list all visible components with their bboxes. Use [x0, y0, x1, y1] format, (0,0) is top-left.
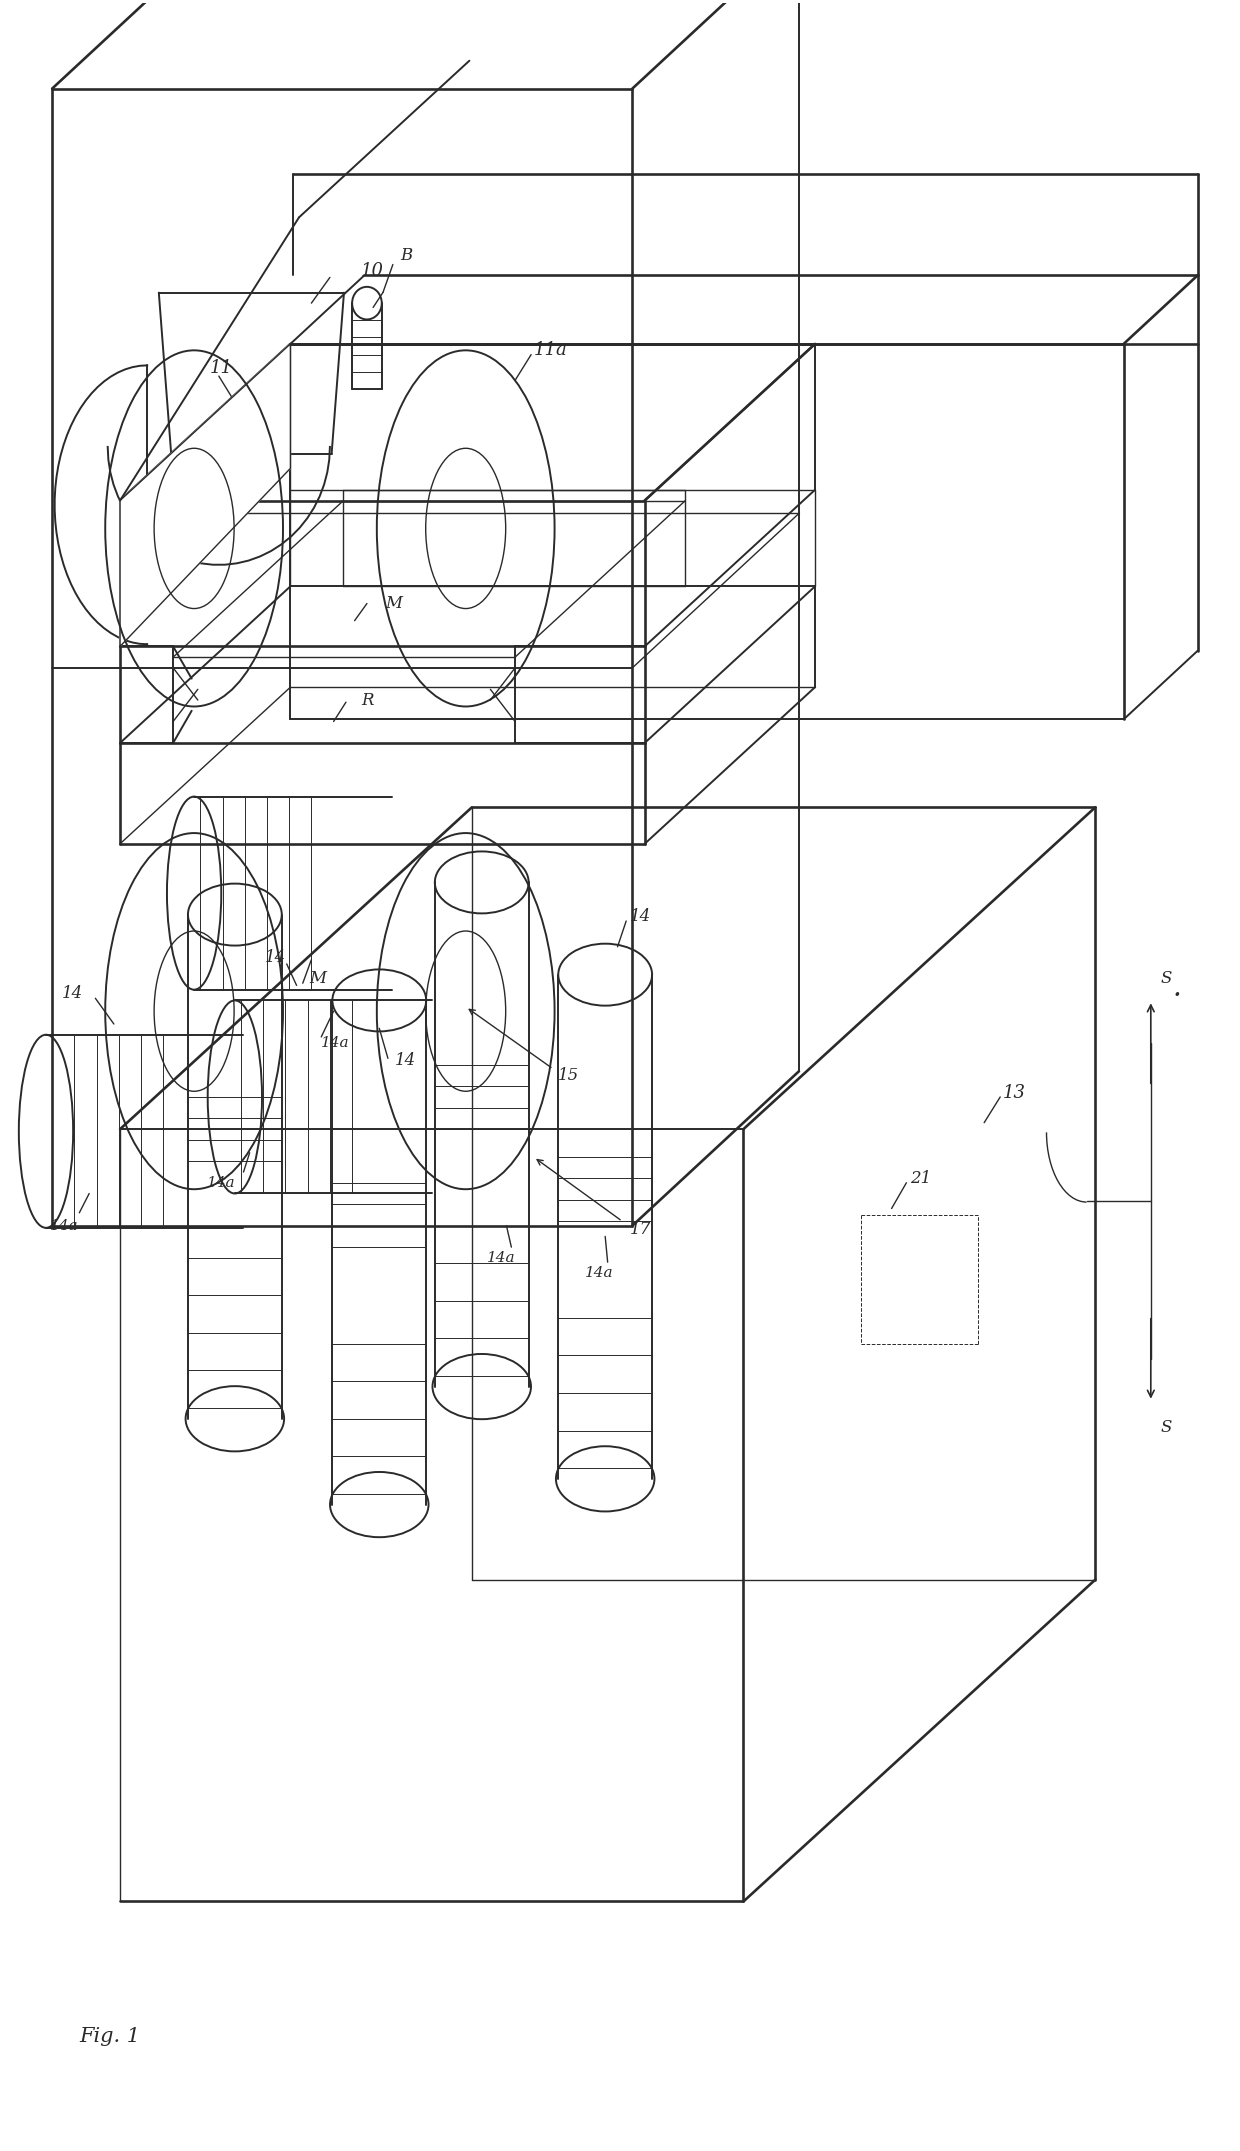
Text: 11: 11 — [210, 359, 233, 376]
Text: 14a: 14a — [50, 1220, 78, 1233]
Text: 14: 14 — [630, 908, 651, 925]
Polygon shape — [120, 344, 290, 647]
Text: 14a: 14a — [321, 1037, 350, 1050]
Text: M: M — [309, 970, 326, 987]
Text: 10: 10 — [361, 262, 383, 280]
Text: 14: 14 — [264, 949, 285, 966]
Text: 17: 17 — [630, 1222, 651, 1239]
Text: Fig. 1: Fig. 1 — [79, 2026, 140, 2046]
Text: 14a: 14a — [486, 1252, 516, 1265]
Text: 21: 21 — [910, 1170, 931, 1187]
Text: 14: 14 — [62, 985, 83, 1002]
Text: 13: 13 — [1003, 1084, 1025, 1101]
Text: 15: 15 — [558, 1067, 579, 1084]
Text: S: S — [1161, 970, 1172, 987]
Text: R: R — [361, 693, 373, 708]
Text: S: S — [1161, 1420, 1172, 1437]
Text: 14a: 14a — [207, 1177, 236, 1190]
Text: 14a: 14a — [585, 1267, 614, 1280]
Text: M: M — [386, 596, 403, 613]
Text: 11a: 11a — [533, 342, 568, 359]
Text: 14: 14 — [396, 1052, 417, 1069]
Text: B: B — [401, 247, 413, 265]
Text: ·: · — [1173, 983, 1182, 1009]
